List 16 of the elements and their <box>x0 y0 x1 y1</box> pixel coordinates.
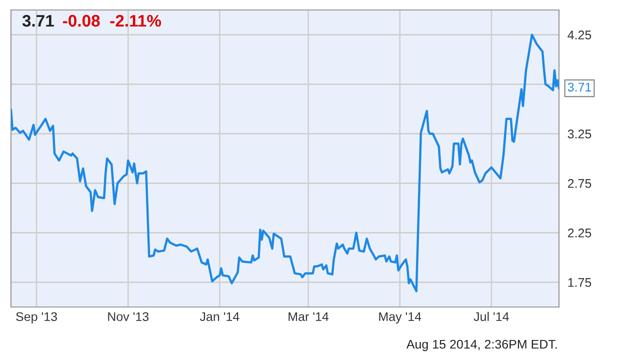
x-tick-label: Jan '14 <box>200 312 240 322</box>
chart-subtitle: -0.08 -2.11% <box>62 14 162 27</box>
x-tick-label: Mar '14 <box>288 312 329 322</box>
x-tick-label: Nov '13 <box>108 312 149 322</box>
chart-title: 3.71 <box>22 14 54 27</box>
y-tick-label: 1.75 <box>568 278 592 287</box>
y-tick-label: 4.25 <box>568 30 592 40</box>
x-tick-label: May '14 <box>379 312 422 324</box>
x-tick-label: Sep '13 <box>16 312 57 324</box>
line-series <box>11 34 559 292</box>
y-tick-label: 2.25 <box>568 228 592 238</box>
annotation: 3.71 <box>568 82 592 92</box>
text: Aug 15 2014, 2:36PM EDT. <box>406 340 557 352</box>
y-tick-label: 3.25 <box>568 130 592 138</box>
x-tick-label: Jul '14 <box>474 312 509 322</box>
y-tick-label: 2.75 <box>568 179 592 188</box>
